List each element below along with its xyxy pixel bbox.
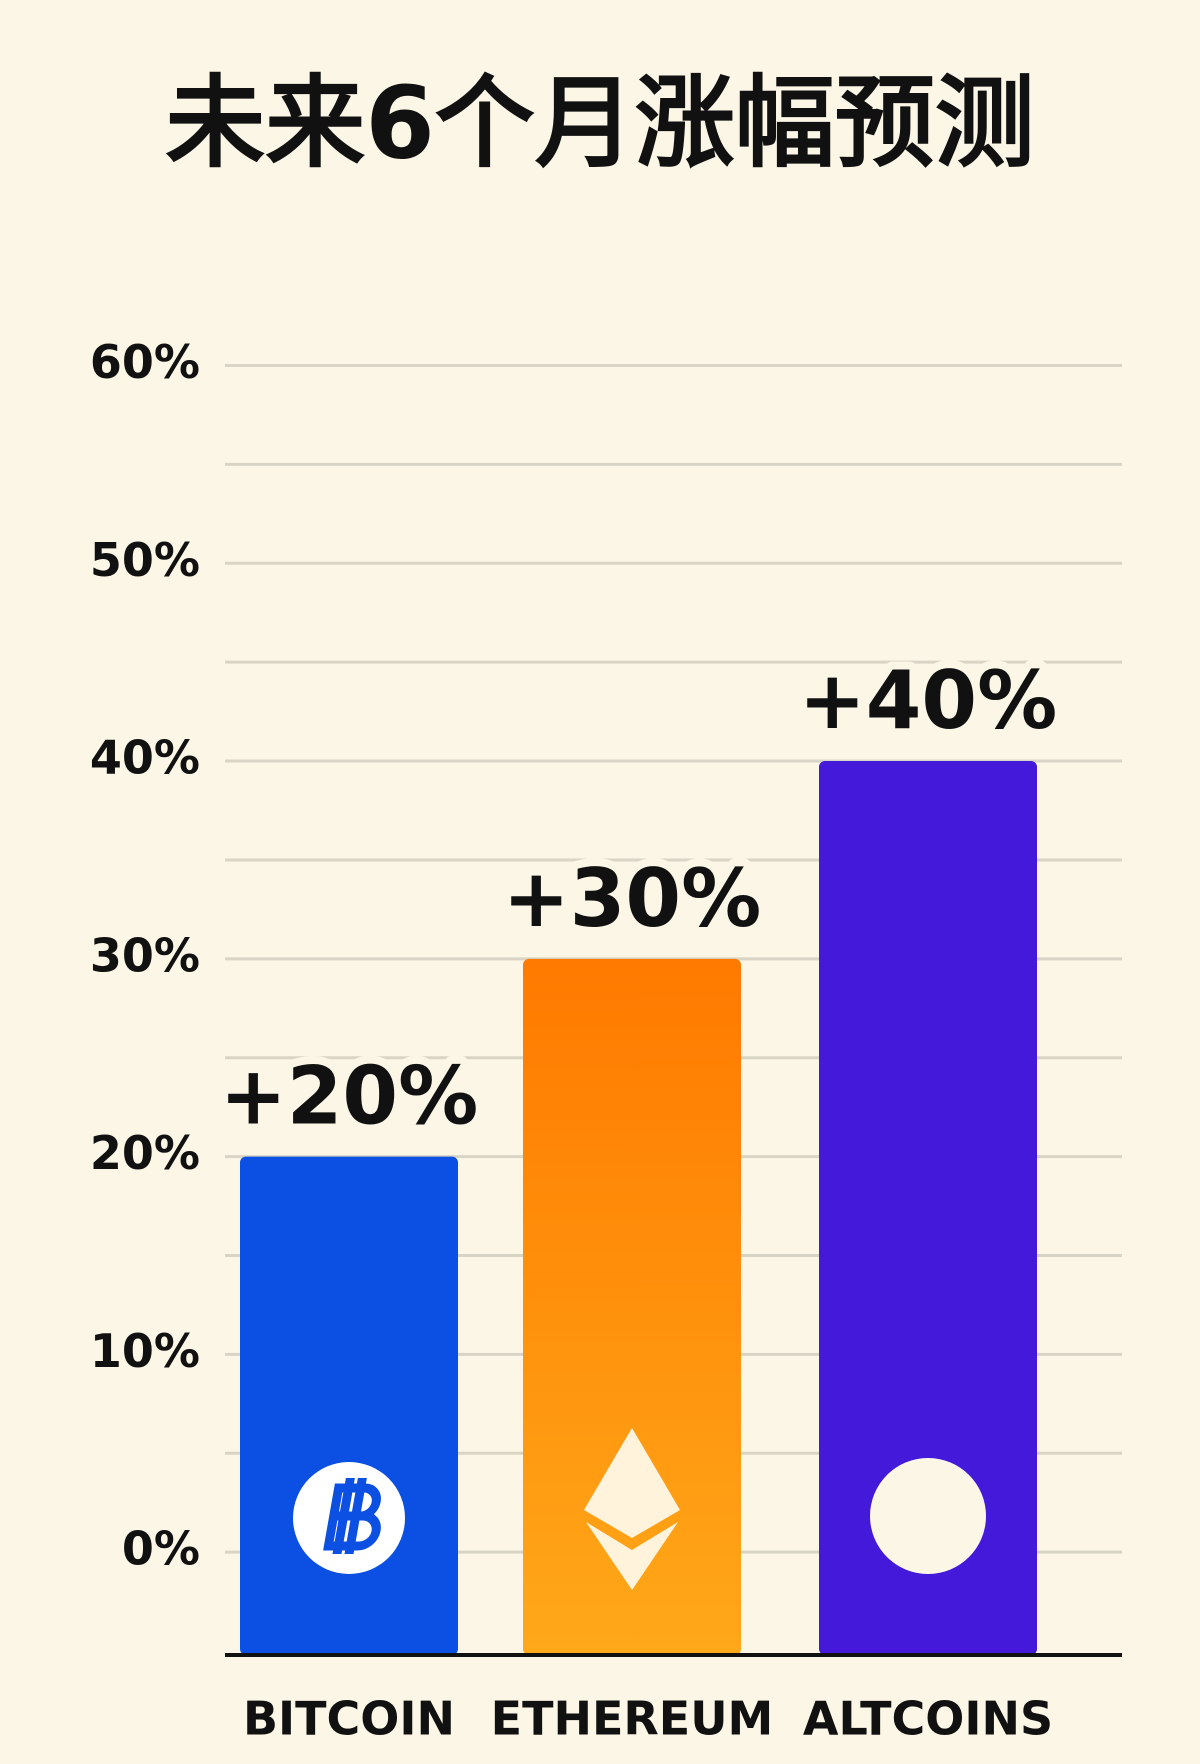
x-tick-label: ALTCOINS (803, 1692, 1053, 1746)
y-tick-label: 50% (90, 533, 200, 587)
y-tick-label: 30% (90, 928, 200, 982)
value-label: +30% (503, 852, 762, 945)
altcoin-icon (870, 1458, 986, 1574)
y-tick-label: 60% (90, 335, 200, 389)
chart-title: 未来6个月涨幅预测 (165, 64, 1035, 181)
bitcoin-symbol (323, 1478, 381, 1554)
bar (240, 1156, 458, 1655)
y-tick-label: 0% (122, 1522, 200, 1576)
bar (523, 958, 741, 1655)
ethereum-icon-top (584, 1428, 680, 1538)
value-label: +20% (220, 1050, 479, 1143)
bar (819, 761, 1037, 1655)
icons (293, 1428, 986, 1590)
ethereum-icon-bottom (586, 1522, 678, 1590)
y-tick-label: 10% (90, 1324, 200, 1378)
value-label: +40% (799, 654, 1058, 747)
y-tick-label: 20% (90, 1126, 200, 1180)
x-tick-label: ETHEREUM (491, 1692, 774, 1746)
x-tick-label: BITCOIN (243, 1692, 455, 1746)
y-tick-label: 40% (90, 731, 200, 785)
